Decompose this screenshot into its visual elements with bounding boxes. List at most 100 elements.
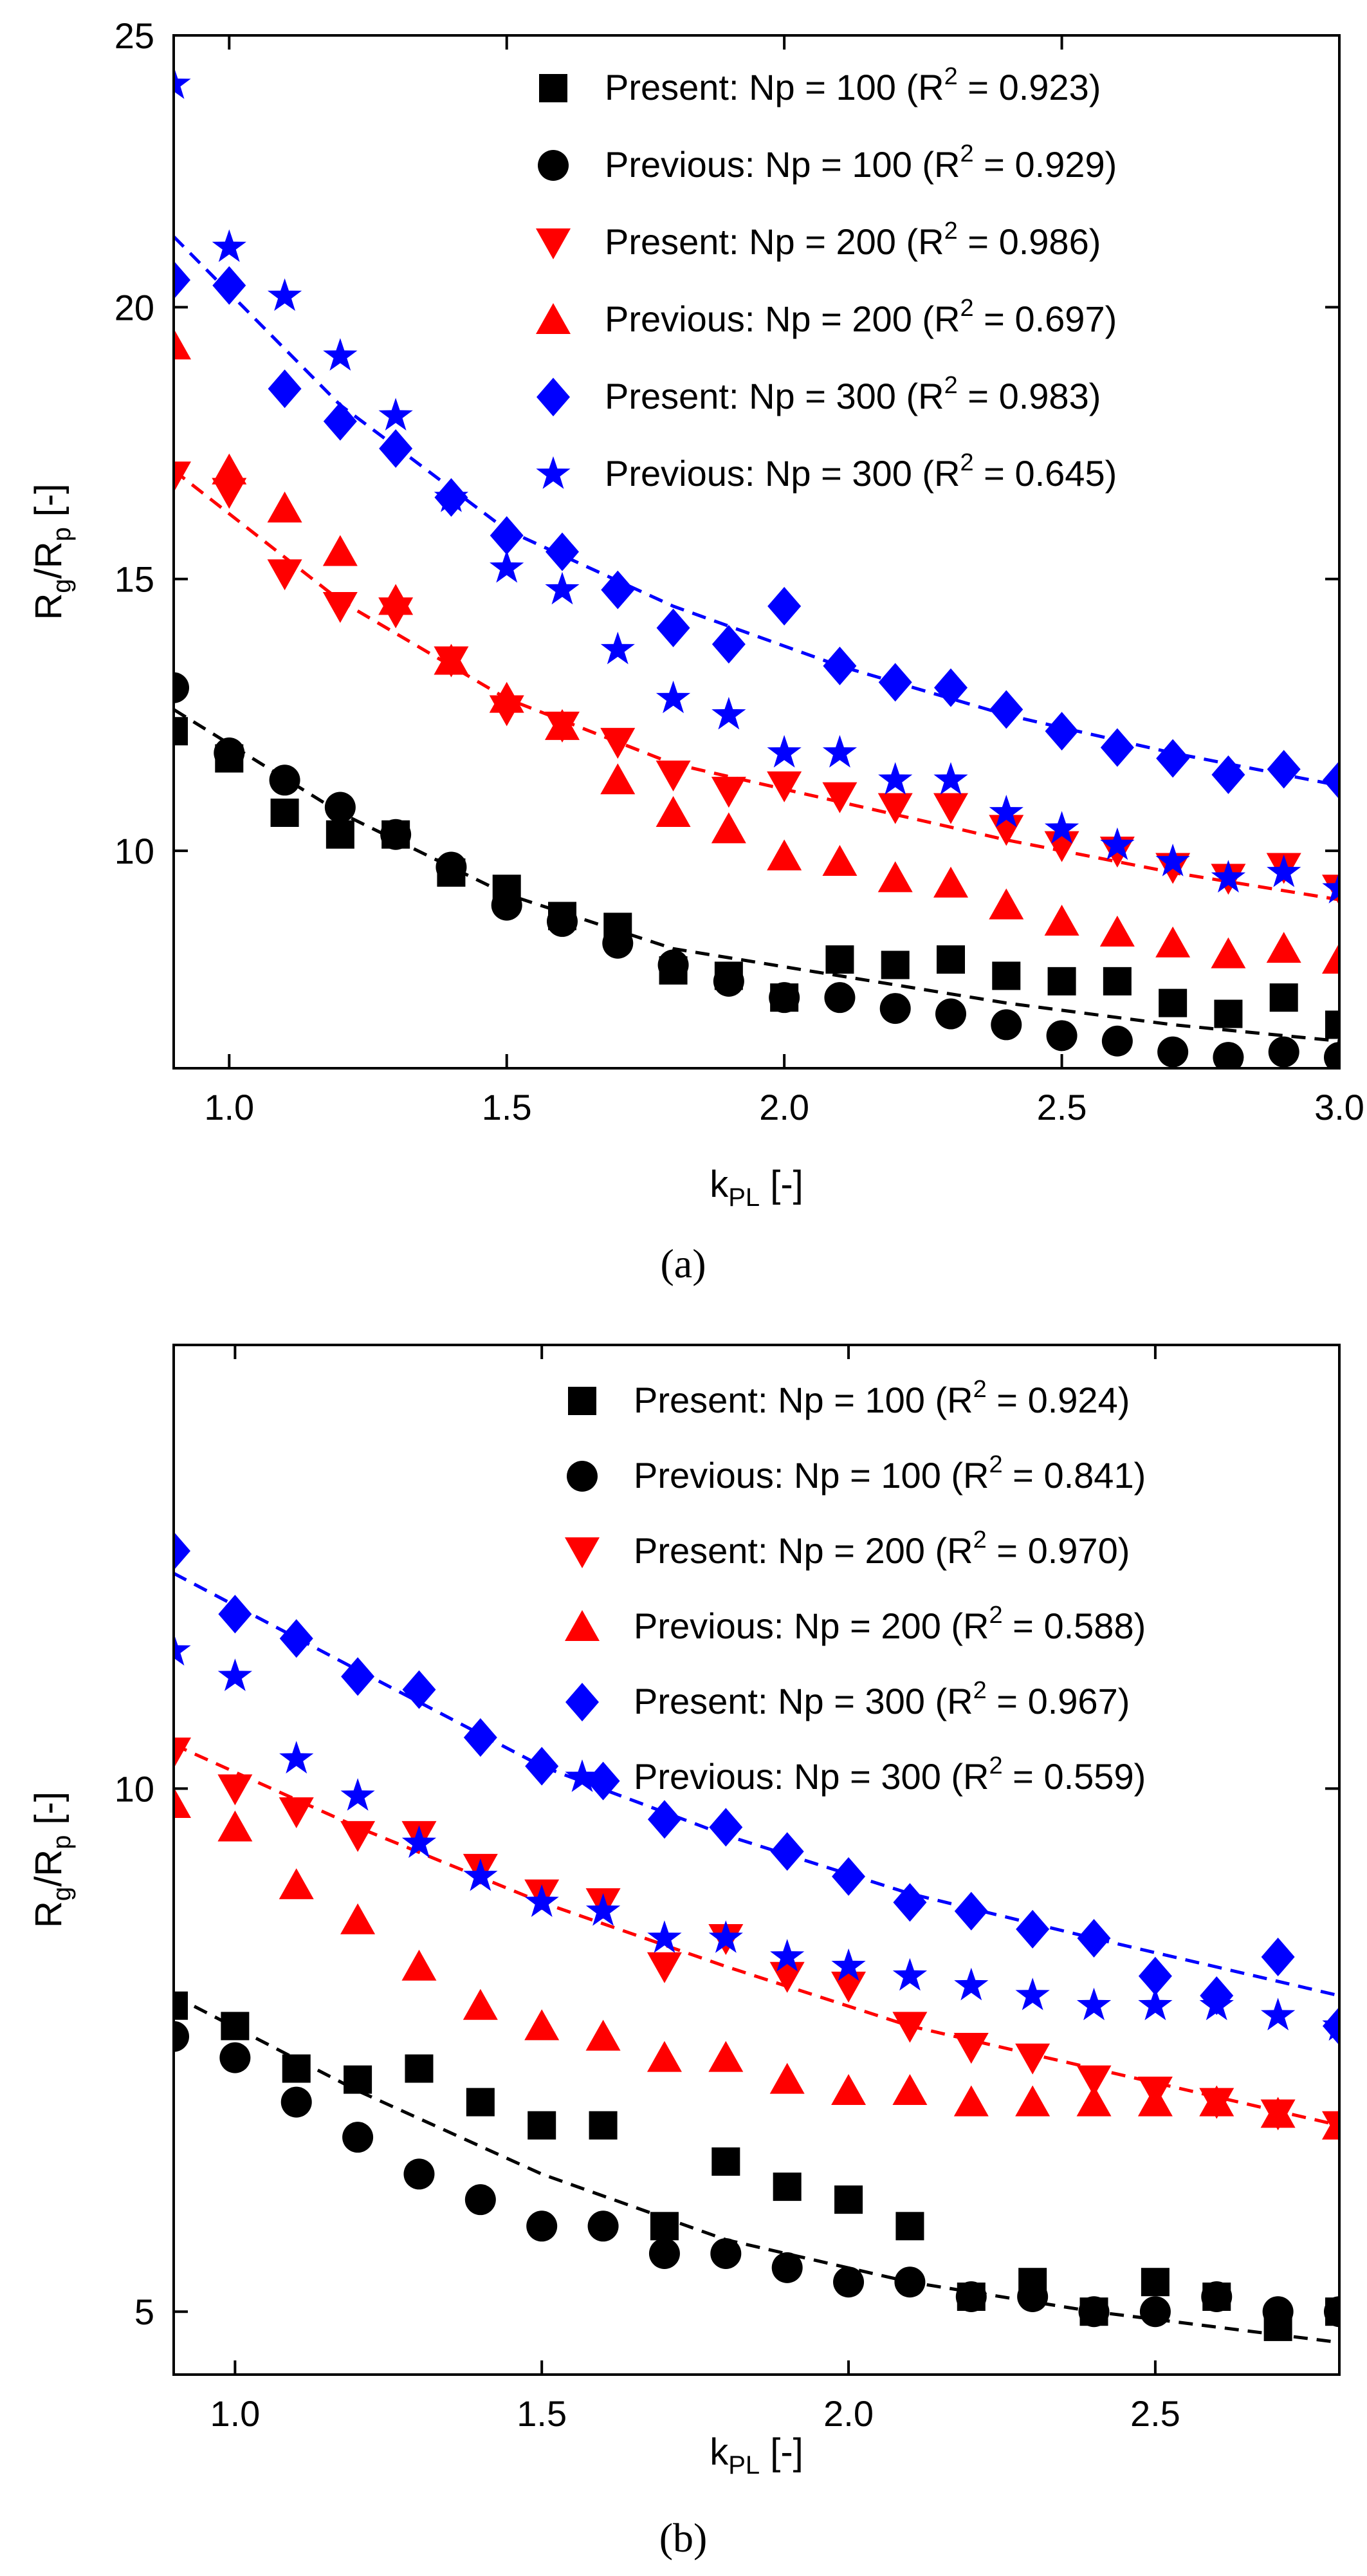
data-point-s5-1	[212, 229, 246, 263]
data-point-s0-2	[282, 2054, 311, 2083]
fit-line-2	[174, 235, 1339, 788]
data-point-s3-16	[1137, 2085, 1173, 2117]
data-point-s5-17	[1100, 827, 1135, 860]
y-axis-label: Rg/Rp [-]	[28, 1792, 76, 1928]
data-point-s0-0	[174, 717, 188, 746]
data-point-s1-7	[587, 2210, 619, 2242]
legend-marker-4	[565, 1683, 599, 1721]
x-tick-label-0: 1.0	[210, 2393, 260, 2434]
data-point-s5-7	[585, 1893, 621, 1926]
data-point-s4-10	[770, 1832, 804, 1871]
legend-marker-5	[565, 1759, 600, 1792]
data-point-s4-14	[934, 668, 968, 707]
data-point-s1-8	[648, 2238, 680, 2269]
data-point-s5-6	[524, 1884, 559, 1917]
data-point-s1-9	[710, 2238, 742, 2269]
legend-label-1: Previous: Np = 100 (R2 = 0.929)	[605, 140, 1117, 185]
legend-label-4: Present: Np = 300 (R2 = 0.967)	[634, 1677, 1130, 1721]
data-point-s0-16	[1141, 2268, 1170, 2297]
data-point-s0-6	[528, 2111, 556, 2140]
legend-marker-2	[565, 1537, 600, 1568]
data-point-s0-21	[1325, 1010, 1339, 1039]
data-point-s1-7	[547, 905, 578, 937]
legend-label-3: Previous: Np = 200 (R2 = 0.697)	[605, 295, 1117, 339]
legend-marker-0	[568, 1387, 596, 1415]
x-tick-label-2: 2.0	[823, 2393, 874, 2434]
data-point-s3-0	[174, 328, 191, 360]
x-tick-label-4: 3.0	[1314, 1087, 1364, 1127]
data-point-s4-1	[212, 266, 246, 305]
data-point-s3-9	[656, 795, 691, 827]
data-point-s1-10	[713, 965, 744, 997]
y-tick-label-1: 15	[115, 559, 154, 600]
data-point-s3-1	[212, 453, 247, 485]
chart-panel-a: 1.0 1.5 2.0 2.5 3.0 10 15 20 25 kPL [-] Rg/Rp [-] P…	[28, 15, 1364, 1286]
data-point-s1-18	[1262, 2296, 1294, 2328]
data-point-s5-10	[711, 696, 746, 730]
data-point-s2-9	[656, 760, 691, 792]
legend-label-0: Present: Np = 100 (R2 = 0.924)	[634, 1376, 1130, 1420]
data-point-s4-9	[709, 1808, 743, 1847]
data-point-s0-14	[937, 945, 965, 974]
data-points	[174, 1532, 1339, 2341]
data-point-s1-21	[1324, 1042, 1339, 1068]
legend-marker-3	[536, 303, 571, 334]
data-point-s1-14	[1017, 2281, 1049, 2312]
data-point-s4-1	[218, 1595, 252, 1634]
data-point-s3-0	[174, 1787, 191, 1819]
y-tick-label-0: 10	[115, 831, 154, 871]
data-point-s0-19	[1214, 999, 1243, 1028]
y-axis-label: Rg/Rp [-]	[28, 483, 76, 620]
legend-label-0: Present: Np = 100 (R2 = 0.923)	[605, 63, 1101, 107]
data-point-s0-1	[221, 2012, 250, 2041]
data-point-s4-16	[1138, 1956, 1172, 1996]
data-point-s0-17	[1103, 967, 1132, 996]
data-point-s5-14	[1015, 1978, 1050, 2010]
data-point-s1-9	[657, 949, 689, 981]
y-tick-label-3: 25	[115, 15, 154, 56]
data-point-s0-3	[344, 2065, 372, 2094]
data-point-s1-2	[269, 764, 300, 796]
data-point-s2-14	[1015, 2043, 1050, 2075]
data-point-s4-3	[341, 1657, 375, 1696]
data-point-s3-4	[401, 1949, 437, 1981]
data-point-s0-20	[1269, 983, 1298, 1012]
data-point-s2-12	[892, 2012, 928, 2043]
data-point-s1-17	[1201, 2281, 1233, 2312]
data-point-s4-0	[174, 261, 190, 300]
data-point-s5-11	[767, 735, 802, 768]
data-point-s5-11	[831, 1948, 866, 1981]
data-point-s1-0	[174, 2021, 189, 2052]
data-point-s4-18	[1156, 739, 1190, 778]
chart-panel-b: 1.0 1.5 2.0 2.5 5 10 kPL [-] Rg/Rp [-] Present: …	[28, 1344, 1341, 2561]
data-point-s4-4	[402, 1670, 436, 1709]
data-point-s3-14	[1015, 2085, 1050, 2117]
data-point-s0-15	[992, 961, 1021, 990]
data-point-s3-6	[524, 2009, 560, 2041]
data-point-s0-10	[773, 2173, 802, 2201]
data-point-s4-5	[463, 1718, 497, 1757]
data-point-s1-12	[894, 2266, 926, 2298]
legend-label-2: Present: Np = 200 (R2 = 0.986)	[605, 218, 1101, 262]
data-point-s4-14	[1016, 1909, 1050, 1949]
x-axis-label: kPL [-]	[710, 1163, 803, 1212]
data-point-s3-11	[767, 839, 802, 871]
data-point-s5-15	[989, 795, 1023, 828]
plot-frame	[172, 34, 1341, 1070]
data-point-s5-9	[708, 1920, 743, 1953]
data-point-s2-11	[831, 1971, 867, 2003]
data-point-s5-4	[378, 398, 413, 431]
data-point-s5-9	[656, 680, 691, 714]
panel-label: (a)	[660, 1241, 706, 1286]
data-point-s5-2	[279, 1741, 314, 1774]
data-point-s3-10	[711, 812, 746, 844]
data-point-s5-17	[1199, 1987, 1234, 2021]
data-point-s3-18	[1155, 926, 1191, 958]
legend-label-4: Present: Np = 300 (R2 = 0.983)	[605, 372, 1101, 416]
data-point-s5-2	[267, 278, 302, 311]
data-point-s3-16	[1044, 904, 1079, 936]
data-point-s3-2	[267, 491, 302, 523]
data-point-s5-18	[1155, 844, 1190, 876]
data-point-s4-18	[1261, 1938, 1295, 1977]
